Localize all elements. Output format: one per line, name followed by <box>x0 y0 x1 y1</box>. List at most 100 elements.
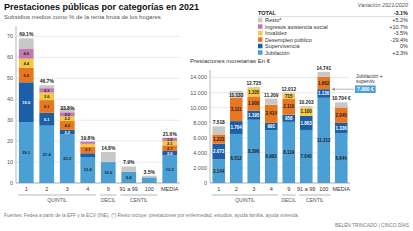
chart-canvas: 01020304050607029.127.423.212.410.05.413… <box>0 0 413 231</box>
segment-label: 11.312 <box>317 138 331 143</box>
bar-segment <box>247 88 260 96</box>
bar-segment <box>300 116 313 130</box>
y-tick-label: 0 <box>10 180 13 186</box>
bar-segment <box>19 122 34 183</box>
segment-label: 2.2 <box>64 116 70 121</box>
total-label: 33.8% <box>60 105 75 111</box>
legend-label: Desempleo público <box>265 37 312 43</box>
bar-segment <box>19 82 34 122</box>
x-tick-label: MEDIA <box>161 186 179 192</box>
bar-segment <box>19 38 34 49</box>
total-label: 14.8% <box>101 145 116 151</box>
segment-label: 6.1 <box>44 117 50 122</box>
segment-label: 1.223 <box>213 137 225 142</box>
legend-value: +3.3% <box>392 50 408 56</box>
bar-segment <box>80 142 95 144</box>
y-tick-label: 14.000 <box>190 74 207 80</box>
segment-label: 2.7 <box>167 146 173 151</box>
legend-label: Resto* <box>265 17 282 23</box>
segment-label: 1.100 <box>301 109 313 114</box>
segment-label: 2.073 <box>213 149 225 154</box>
bar-segment <box>317 98 330 183</box>
x-tick-label: MEDIA <box>333 186 351 192</box>
bar-segment <box>39 113 54 126</box>
group-line <box>121 195 158 196</box>
segment-label: 5.4 <box>126 175 132 180</box>
bar-segment <box>212 144 225 160</box>
total-label: 69.1% <box>19 31 34 37</box>
chart-1: 02.0004.0006.0008.00010.00012.00014.0003… <box>190 58 383 203</box>
segment-label: 1.136 <box>318 91 330 96</box>
segment-label: 10.0 <box>104 170 113 175</box>
bars <box>19 38 177 183</box>
bar-segment <box>317 77 330 90</box>
x-tick-label: 2 <box>45 186 48 192</box>
segment-label: 6.644 <box>336 156 348 161</box>
total-label: 3.5% <box>144 169 156 175</box>
bar-segment <box>230 98 243 121</box>
bar-segment <box>39 93 54 101</box>
segment-label: 4.6 <box>23 51 29 56</box>
group-line <box>282 195 296 196</box>
bar-segment <box>142 176 157 178</box>
y-axis <box>16 26 17 183</box>
group-line <box>18 195 96 196</box>
segment-label: 2.045 <box>336 113 348 118</box>
segment-label: 6.512 <box>231 156 243 161</box>
legend-swatch <box>258 24 263 29</box>
segment-label: 8.396 <box>248 149 260 154</box>
subtitle: Subsidios medios como % de la renta brut… <box>4 14 161 20</box>
bar-segment <box>101 162 116 183</box>
segment-label: 1.662 <box>318 81 330 86</box>
y-tick-label: 40 <box>7 96 13 102</box>
legend-swatch <box>258 37 263 42</box>
total-label: 11.209 <box>264 93 279 98</box>
y-axis-label: Prestaciones monetarias En € <box>190 58 271 64</box>
total-label: 10.704 € <box>332 96 351 101</box>
y-tick-label: 20 <box>7 138 13 144</box>
bar-segment <box>212 159 225 183</box>
total-label: 19.8% <box>81 135 96 141</box>
segment-label: 1.900 <box>248 101 260 106</box>
bar-segment <box>121 172 136 183</box>
legend-total-label: TOTAL <box>258 10 276 16</box>
bar-segment <box>282 93 295 98</box>
x-axis <box>16 183 180 184</box>
bar-segment <box>162 138 177 141</box>
footnote: Fuentes: Fedea a partir de la EFF y la E… <box>4 213 299 218</box>
annotation-text: Jubilación +superviv. <box>356 73 383 85</box>
grid-line <box>16 36 180 37</box>
legend-value: +5.2% <box>392 17 408 23</box>
group-line <box>299 195 331 196</box>
bar-segment <box>265 123 278 130</box>
segment-label: 27.4 <box>43 152 52 157</box>
legend-swatch <box>258 18 263 23</box>
bar-segment <box>212 134 225 143</box>
legend-label: Ingresos asistencia social <box>265 24 328 30</box>
y-tick-label: 0 <box>204 180 207 186</box>
bar-segment <box>247 88 260 89</box>
segment-label: 7.040 <box>301 154 313 159</box>
bar-segment <box>247 111 260 120</box>
segment-label: 19.0 <box>22 100 31 105</box>
bar-segment <box>19 68 34 82</box>
group-line <box>212 195 279 196</box>
y-tick-label: 10.000 <box>190 105 207 111</box>
y-tick-label: 10 <box>7 159 13 165</box>
bar-segment <box>162 155 177 183</box>
segment-label: 715 <box>285 94 293 99</box>
bar-segment <box>162 145 177 151</box>
x-tick-label: 1 <box>217 186 220 192</box>
bar-segment <box>212 126 225 134</box>
legend-label: Invalidez <box>265 30 287 36</box>
y-tick-label: 6.000 <box>193 135 207 141</box>
x-tick-label: 9 <box>287 186 290 192</box>
x-tick-label: 91 a 99 <box>120 186 138 192</box>
x-tick-label: 1 <box>25 186 28 192</box>
annotation-line: superviv. <box>356 78 376 84</box>
x-tick-label: 4 <box>270 186 273 192</box>
total-label: 14.741 <box>316 66 331 71</box>
bar-segment <box>60 130 75 135</box>
bar-segment <box>247 87 260 89</box>
segment-label: 3.1 <box>85 147 91 152</box>
